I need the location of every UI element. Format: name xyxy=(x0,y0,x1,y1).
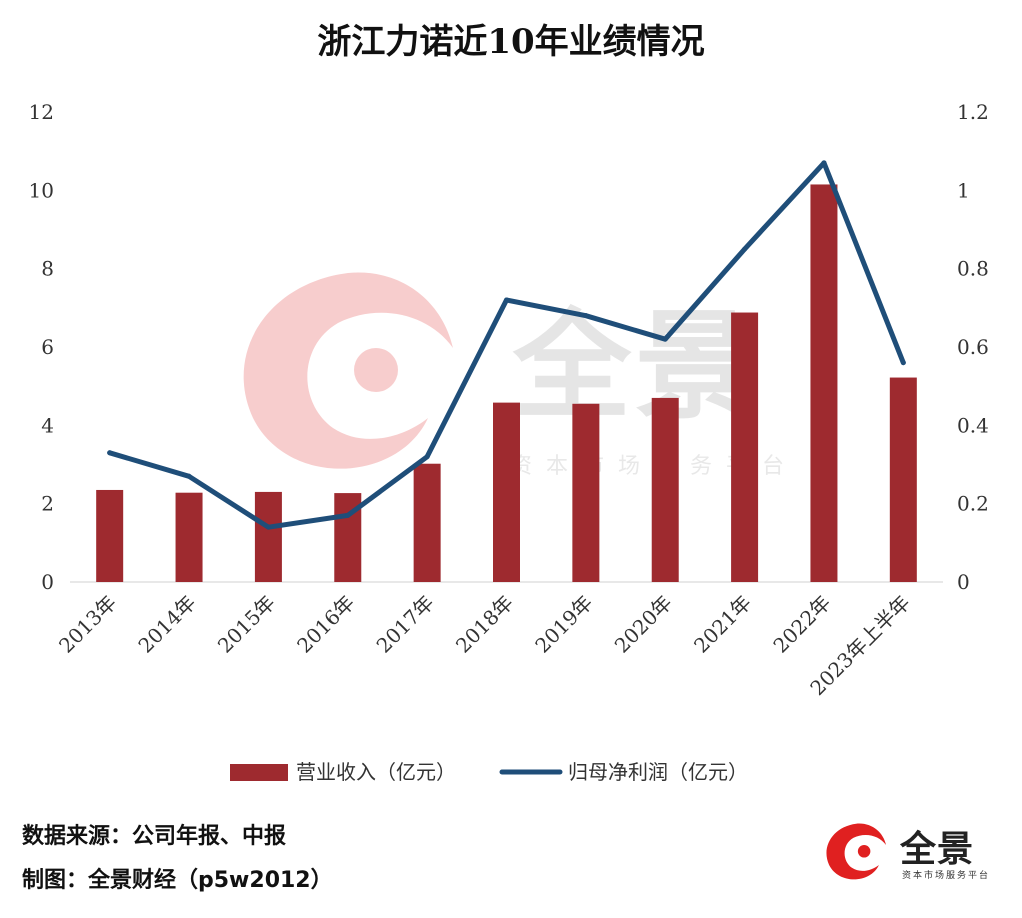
revenue-bar xyxy=(96,489,124,582)
legend-label-revenue: 营业收入（亿元） xyxy=(296,760,456,784)
left-tick-label: 2 xyxy=(41,492,54,516)
x-tick-label: 2021年 xyxy=(689,591,756,658)
right-tick-label: 0.2 xyxy=(957,492,989,516)
left-axis-ticks: 0 2 4 6 8 10 12 xyxy=(29,100,54,594)
left-tick-label: 0 xyxy=(41,570,54,594)
profit-point xyxy=(900,360,906,366)
revenue-bar xyxy=(572,403,600,582)
x-tick-label: 2019年 xyxy=(530,591,597,658)
legend-swatch-revenue xyxy=(230,764,288,781)
left-tick-label: 10 xyxy=(29,178,54,202)
revenue-bar xyxy=(493,402,520,582)
x-axis-ticks: 2013年 2014年 2015年 2016年 2017年 2018年 2019年 2020年… xyxy=(54,591,915,701)
revenue-bar xyxy=(175,492,203,582)
profit-line-layer xyxy=(107,160,906,530)
brand-logo-icon xyxy=(826,823,887,880)
brand-logo: 全景 资本市场服务平台 xyxy=(822,818,1002,898)
left-tick-label: 6 xyxy=(41,335,54,359)
profit-point xyxy=(265,524,271,530)
profit-point xyxy=(186,473,192,479)
brand-tagline: 资本市场服务平台 xyxy=(902,871,991,881)
watermark-logo-icon xyxy=(243,272,453,469)
revenue-bar xyxy=(731,312,759,582)
right-tick-label: 1 xyxy=(957,178,970,202)
profit-point xyxy=(424,454,430,460)
left-tick-label: 8 xyxy=(41,257,54,281)
profit-point xyxy=(742,246,748,252)
revenue-bars xyxy=(96,184,917,583)
x-tick-label: 2014年 xyxy=(133,591,200,658)
x-tick-label: 2016年 xyxy=(292,591,359,658)
x-tick-label: 2022年 xyxy=(768,591,835,658)
right-tick-label: 0 xyxy=(957,570,970,594)
watermark-brand-name: 全景 xyxy=(513,297,758,435)
revenue-bar xyxy=(254,491,282,582)
right-tick-label: 0.8 xyxy=(957,257,989,281)
profit-point xyxy=(107,450,113,456)
left-tick-label: 12 xyxy=(29,100,54,124)
right-axis-ticks: 0 0.2 0.4 0.6 0.8 1 1.2 xyxy=(957,100,989,594)
x-tick-label: 2017年 xyxy=(372,591,439,658)
data-source-note: 数据来源：公司年报、中报 xyxy=(22,824,287,849)
chart-title: 浙江力诺近10年业绩情况 xyxy=(317,22,705,62)
profit-point xyxy=(504,297,509,303)
chart-credit-note: 制图：全景财经（p5w2012） xyxy=(22,868,333,893)
x-tick-label: 2020年 xyxy=(610,591,677,658)
left-tick-label: 4 xyxy=(41,413,54,437)
right-tick-label: 0.6 xyxy=(957,335,989,359)
right-tick-label: 0.4 xyxy=(957,413,989,437)
right-tick-label: 1.2 xyxy=(957,100,989,124)
revenue-bar xyxy=(651,397,679,582)
x-tick-label: 2015年 xyxy=(213,591,280,658)
revenue-bar xyxy=(413,463,441,582)
revenue-bar xyxy=(810,184,838,583)
revenue-bar xyxy=(889,377,917,582)
legend-label-profit: 归母净利润（亿元） xyxy=(568,760,748,784)
brand-name: 全景 xyxy=(900,829,975,870)
legend: 营业收入（亿元） 归母净利润（亿元） xyxy=(230,760,748,784)
profit-point xyxy=(345,512,351,518)
profit-point xyxy=(821,160,827,166)
x-tick-label: 2018年 xyxy=(451,591,518,658)
profit-point xyxy=(583,313,589,319)
profit-point xyxy=(662,336,668,342)
x-tick-label: 2013年 xyxy=(54,591,121,658)
watermark: 全景 资本市场服务平台 xyxy=(228,268,808,498)
